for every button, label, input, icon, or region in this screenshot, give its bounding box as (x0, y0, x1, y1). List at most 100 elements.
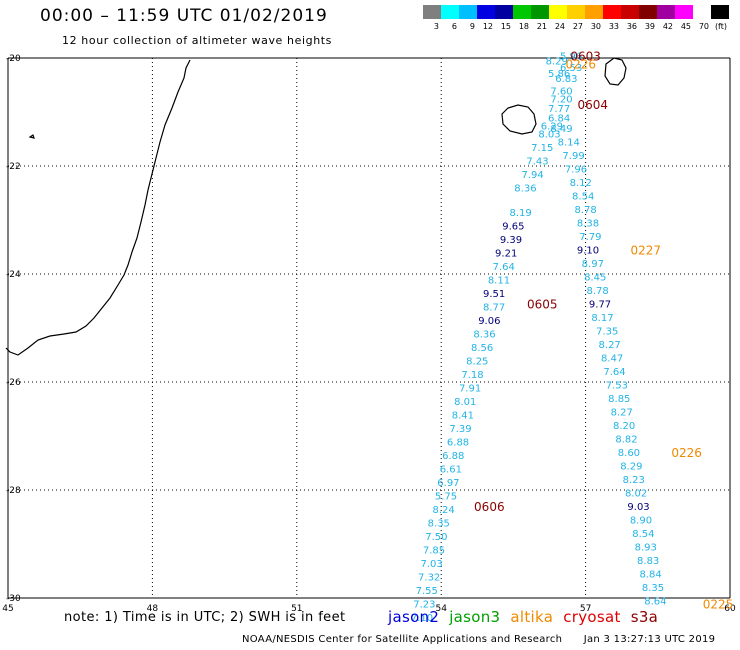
wave-height-value: 7.50 (425, 532, 447, 543)
wave-height-value: 8.64 (644, 597, 666, 608)
wave-height-value: 8.41 (452, 410, 474, 421)
latitude-label: -24 (6, 270, 21, 280)
wave-height-value: 8.20 (613, 421, 635, 432)
wave-height-value: 9.03 (627, 502, 649, 513)
wave-height-value: 8.17 (591, 313, 613, 324)
wave-height-value: 7.03 (420, 559, 442, 570)
color-swatch (549, 5, 567, 19)
wave-height-value: 8.78 (587, 286, 609, 297)
wave-height-value: 5.96 (560, 51, 582, 62)
color-scale-tick: 39 (644, 22, 655, 31)
color-scale-tick: 27 (572, 22, 583, 31)
color-swatch (459, 5, 477, 19)
wave-height-value: 7.10 (411, 613, 433, 624)
wave-height-value: 8.11 (488, 275, 510, 286)
credit-line: NOAA/NESDIS Center for Satellite Applica… (242, 634, 715, 645)
wave-height-value: 7.20 (550, 95, 572, 106)
wave-height-value: 8.25 (466, 356, 488, 367)
wave-height-value: 6.29 (541, 122, 563, 133)
small-island-coastline (28, 134, 35, 139)
wave-height-value: 8.82 (615, 435, 637, 446)
reunion-island-coastline (501, 104, 537, 135)
wave-height-value: 8.90 (630, 516, 652, 527)
wave-height-value: 8.77 (483, 302, 505, 313)
wave-height-value: 7.53 (606, 381, 628, 392)
latitude-label: -20 (6, 54, 21, 64)
latitude-label: -26 (6, 378, 21, 388)
wave-height-value: 8.27 (599, 340, 621, 351)
wave-height-value: 8.29 (620, 462, 642, 473)
wave-height-value: 8.24 (432, 505, 454, 516)
pass-time-label: 0605 (527, 298, 558, 312)
page-subtitle: 12 hour collection of altimeter wave hei… (62, 34, 333, 47)
axis-labels: 45 48 51 54 57 60 -20 -22 -24 -26 -28 -30 (2, 54, 736, 614)
color-scale-tick: 9 (469, 22, 475, 31)
wave-height-value: 7.32 (418, 572, 440, 583)
wave-height-value: 9.10 (577, 246, 599, 257)
longitude-label: 45 (2, 604, 13, 614)
color-swatch (513, 5, 531, 19)
wave-height-value: 7.94 (522, 170, 544, 181)
color-swatch (693, 5, 711, 19)
wave-height-value: 7.96 (565, 165, 587, 176)
longitude-label: 54 (435, 604, 447, 614)
wave-height-value: 9.39 (500, 235, 522, 246)
wave-height-value: 7.55 (416, 586, 438, 597)
wave-height-value: 8.97 (582, 259, 604, 270)
wave-height-value: 7.15 (531, 143, 553, 154)
color-swatch (585, 5, 603, 19)
color-scale-tick: 70 (698, 22, 709, 31)
mauritius-island-coastline (604, 57, 627, 86)
color-scale-ticks: 3 6 9 12 15 18 21 24 27 30 33 36 39 42 45 70 (ft) (423, 21, 729, 33)
longitude-label: 48 (147, 604, 159, 614)
pass-time-label: 0226 (566, 57, 597, 71)
wave-height-value: 8.23 (623, 475, 645, 486)
wave-height-value: 7.43 (526, 157, 548, 168)
satellite-legend-jason2: jason2 (388, 608, 440, 626)
coastlines (5, 57, 627, 356)
color-scale-swatches (423, 5, 729, 19)
wave-height-value: 5.75 (435, 491, 457, 502)
color-scale-legend: 3 6 9 12 15 18 21 24 27 30 33 36 39 42 45 70 (ft) (423, 5, 729, 35)
color-swatch (477, 5, 495, 19)
pass-time-label: 0603 (570, 49, 601, 63)
satellite-legend-altika: altika (510, 608, 554, 626)
credit-text: NOAA/NESDIS Center for Satellite Applica… (242, 634, 563, 645)
wave-height-value: 7.60 (550, 86, 572, 97)
color-swatch (441, 5, 459, 19)
wave-height-value: 7.99 (562, 151, 584, 162)
color-scale-tick: 24 (554, 22, 565, 31)
wave-height-value: 6.88 (442, 451, 464, 462)
wave-height-value: 7.77 (548, 104, 570, 115)
wave-height-value: 7.64 (603, 367, 625, 378)
wave-height-value: 8.38 (577, 219, 599, 230)
color-swatch (711, 5, 729, 19)
wave-height-value: 8.84 (639, 570, 661, 581)
wave-height-value: 6.97 (437, 478, 459, 489)
altimeter-tracks: 5.968.296.536.835.867.607.207.776.846.29… (411, 51, 667, 624)
wave-height-value: 8.49 (550, 124, 572, 135)
longitude-label: 57 (580, 604, 591, 614)
wave-height-value: 7.85 (423, 545, 445, 556)
color-swatch (621, 5, 639, 19)
wave-height-value: 9.06 (478, 316, 500, 327)
wave-height-value: 8.36 (514, 184, 536, 195)
wave-height-value: 8.60 (618, 448, 640, 459)
wave-height-value: 6.84 (548, 113, 570, 124)
latitude-label: -22 (6, 162, 21, 172)
color-scale-tick: 3 (433, 22, 439, 31)
color-scale-tick: 33 (608, 22, 619, 31)
wave-height-value: 8.19 (509, 208, 531, 219)
color-scale-tick: 42 (662, 22, 673, 31)
longitude-label: 51 (291, 604, 302, 614)
color-scale-tick: 6 (451, 22, 457, 31)
madagascar-coastline (5, 59, 191, 356)
wave-height-value: 5.86 (548, 69, 570, 80)
wave-height-value: 8.02 (625, 489, 647, 500)
wave-height-value: 8.12 (570, 178, 592, 189)
pass-time-label: 0226 (671, 446, 702, 460)
satellite-legend-cryosat: cryosat (563, 608, 621, 626)
credit-timestamp: Jan 3 13:27:13 UTC 2019 (583, 634, 716, 645)
wave-height-value: 7.23 (413, 599, 435, 610)
